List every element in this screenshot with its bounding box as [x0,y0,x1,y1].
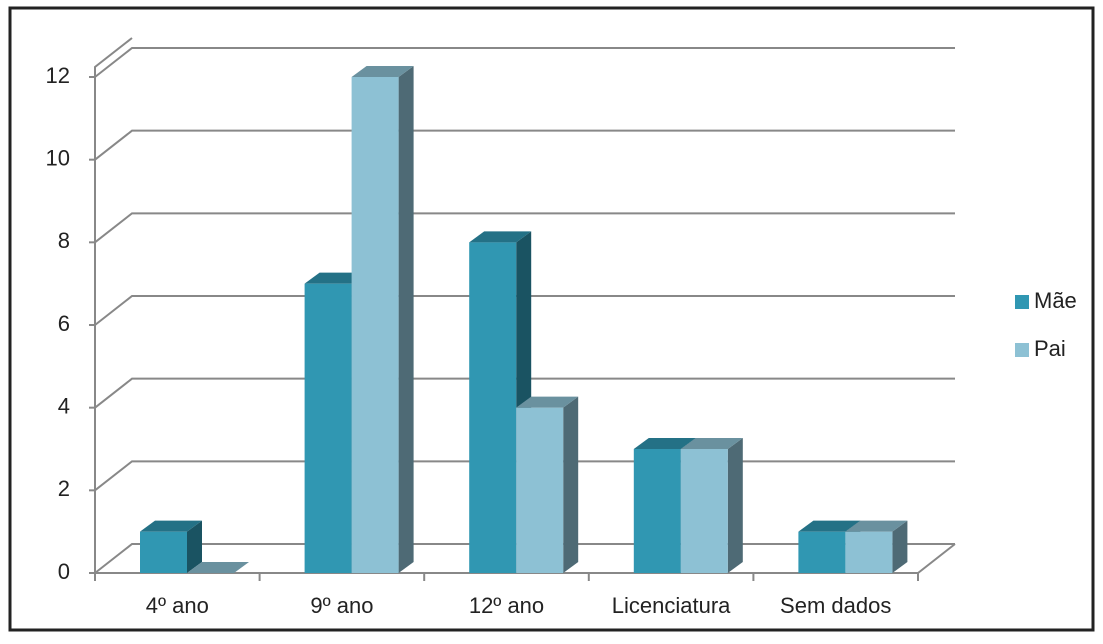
bar-top [516,396,579,408]
x-tick-label: 12º ano [469,593,544,618]
bar [187,562,249,573]
bar-top [845,520,908,532]
bar-top [469,231,532,243]
bar-top [304,272,367,284]
bar-top [140,520,202,532]
bar-top [680,438,743,449]
bar-front [140,531,187,573]
y-tick-label: 8 [58,228,70,253]
y-tick-label: 10 [46,145,70,170]
x-tick-label: 9º ano [310,593,373,618]
bar-side [727,438,743,573]
bar [140,520,202,573]
grid-line [94,129,955,161]
bar-side [892,520,908,573]
bar-top [798,520,861,532]
bar [351,66,414,573]
legend-swatch [1015,343,1029,357]
bar-side [187,520,202,573]
bar [680,438,743,573]
y-tick-label: 12 [46,63,70,88]
x-tick-label: Sem dados [780,593,891,618]
bar-top [351,66,414,77]
bar-front [798,531,846,573]
y-tick-label: 0 [58,559,70,584]
bar-front [351,77,399,573]
bar-top [633,438,696,449]
bar-side [563,396,579,573]
legend-label: Mãe [1034,288,1077,313]
legend-swatch [1015,295,1029,309]
grid-line [94,47,955,78]
bar-front [304,283,352,573]
bar [516,396,579,573]
y-tick-label: 6 [58,311,70,336]
bar-front [845,531,893,573]
grid-line [94,212,955,244]
x-tick-label: Licenciatura [612,593,731,618]
grid-line [94,295,955,326]
bar [845,520,908,573]
y-tick-label: 2 [58,476,70,501]
legend-label: Pai [1034,336,1066,361]
grid-line [94,377,955,409]
side-wall [94,37,133,573]
bar-front [469,242,517,574]
bar-front [633,449,681,573]
x-tick-label: 4º ano [146,593,209,618]
bar-front [680,449,728,573]
bar-top [187,562,249,573]
bar-side [398,66,414,573]
y-tick-label: 4 [58,393,70,418]
bar-front [516,407,564,573]
